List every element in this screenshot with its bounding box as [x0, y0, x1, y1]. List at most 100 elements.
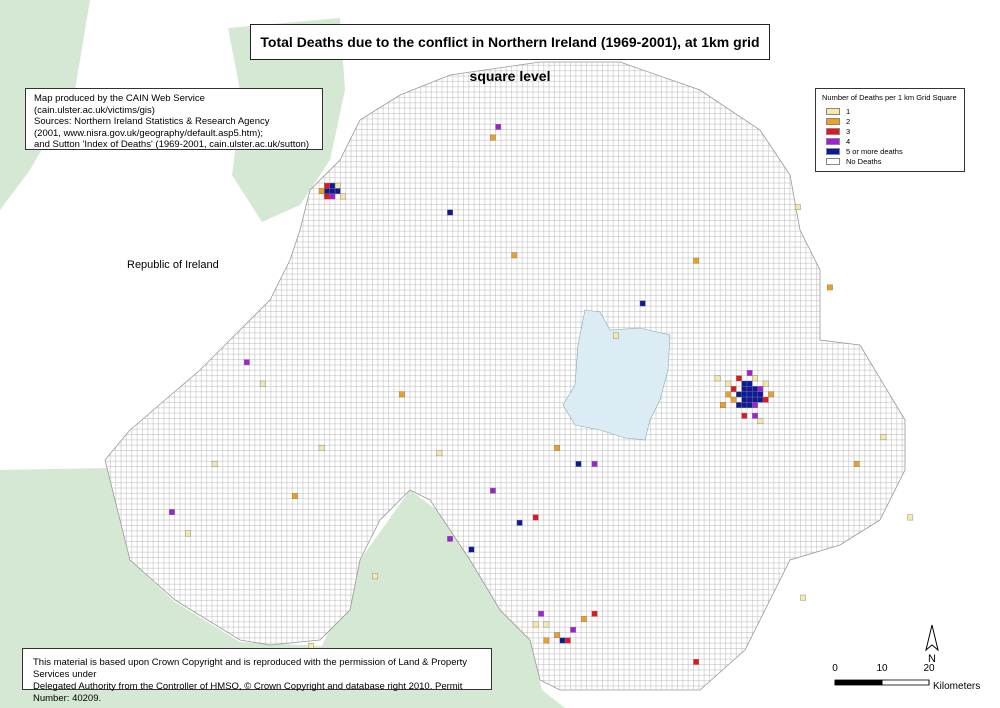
death-square — [746, 380, 753, 387]
legend-item: 4 — [826, 136, 958, 146]
legend-swatch — [826, 147, 840, 155]
death-square — [554, 445, 560, 451]
legend-label: 3 — [846, 126, 851, 136]
death-square — [752, 412, 758, 419]
copyright-line: Delegated Authority from the Controller … — [33, 681, 463, 704]
death-square — [730, 386, 737, 392]
scale-segment — [881, 679, 930, 686]
death-square — [447, 535, 453, 542]
death-square — [752, 375, 758, 382]
death-square — [516, 519, 523, 526]
death-square — [794, 204, 801, 210]
death-square — [800, 594, 807, 601]
death-square — [741, 386, 748, 392]
death-square — [436, 450, 443, 457]
death-square — [468, 546, 475, 553]
death-square — [495, 123, 502, 130]
info-line: and Sutton 'Index of Deaths' (1969-2001,… — [34, 139, 310, 150]
death-square — [511, 252, 518, 259]
scale-label: 20 — [923, 663, 935, 674]
death-square — [736, 402, 742, 408]
legend-swatch — [826, 107, 840, 115]
legend-swatch — [826, 127, 840, 135]
north-arrow: N — [925, 624, 939, 665]
death-square — [318, 188, 325, 194]
scale-segment — [834, 679, 883, 686]
info-box: Map produced by the CAIN Web Service (ca… — [25, 88, 323, 150]
legend-item: No Deaths — [826, 156, 958, 166]
death-square — [490, 487, 496, 494]
death-square — [399, 391, 405, 398]
legend-swatch — [826, 117, 840, 125]
death-square — [757, 418, 764, 425]
info-line: Map produced by the CAIN Web Service (ca… — [34, 93, 205, 116]
death-square — [752, 402, 758, 408]
death-square — [575, 461, 582, 467]
map-title: Total Deaths due to the conflict in Nort… — [250, 24, 770, 84]
death-square — [532, 514, 539, 521]
death-square — [746, 391, 753, 398]
death-square — [329, 193, 336, 200]
death-square — [725, 380, 732, 387]
lough-neagh — [562, 309, 671, 441]
legend-swatch — [826, 137, 840, 145]
region-label: Republic of Ireland — [127, 259, 219, 271]
death-square — [318, 445, 325, 451]
legend-item: 3 — [826, 126, 958, 136]
scale-unit: Kilometers — [933, 681, 980, 692]
northern-ireland-grid — [104, 61, 906, 691]
info-line: (2001, www.nisra.gov.uk/geography/defaul… — [34, 127, 264, 139]
scale-label: 10 — [876, 663, 888, 674]
death-square — [324, 182, 330, 189]
death-square — [324, 188, 330, 194]
death-square — [340, 193, 346, 200]
death-square — [559, 637, 566, 644]
death-square — [543, 637, 550, 644]
legend-label: 1 — [846, 106, 851, 116]
death-square — [693, 257, 700, 264]
death-square — [752, 391, 758, 398]
death-square — [334, 188, 341, 194]
death-square — [757, 396, 764, 403]
death-square — [447, 209, 453, 216]
death-square — [880, 434, 887, 441]
legend-label: 4 — [846, 136, 851, 146]
death-square — [741, 412, 748, 419]
death-square — [532, 621, 539, 628]
death-square — [741, 396, 748, 403]
death-square — [554, 632, 560, 639]
legend-item: 2 — [826, 116, 958, 126]
legend-label: 2 — [846, 116, 851, 126]
death-square — [746, 370, 753, 376]
copyright-box: This material is based upon Crown Copyri… — [22, 648, 492, 704]
death-square — [292, 493, 298, 499]
legend-label: 5 or more deaths — [846, 146, 903, 156]
death-square — [693, 659, 700, 665]
legend-item: 5 or more deaths — [826, 146, 958, 156]
death-square — [746, 402, 753, 408]
death-square — [259, 380, 266, 387]
death-square — [185, 530, 191, 537]
death-square — [853, 461, 860, 467]
death-square — [613, 332, 619, 339]
death-square — [324, 193, 330, 200]
death-square — [243, 359, 250, 366]
death-square — [768, 391, 774, 398]
copyright-line: This material is based upon Crown Copyri… — [33, 657, 468, 680]
legend-swatch — [826, 157, 840, 165]
death-square — [752, 396, 758, 403]
legend-item: 1 — [826, 106, 958, 116]
death-square — [741, 380, 748, 387]
death-square — [329, 188, 336, 194]
death-square — [334, 182, 341, 189]
death-square — [757, 391, 764, 398]
death-square — [720, 402, 726, 408]
death-square — [741, 402, 748, 408]
death-square — [564, 637, 571, 644]
death-square — [907, 514, 914, 521]
death-square — [639, 300, 646, 307]
death-square — [538, 610, 544, 617]
info-line: Sources: Northern Ireland Statistics & R… — [34, 116, 270, 127]
north-label: N — [928, 653, 936, 665]
